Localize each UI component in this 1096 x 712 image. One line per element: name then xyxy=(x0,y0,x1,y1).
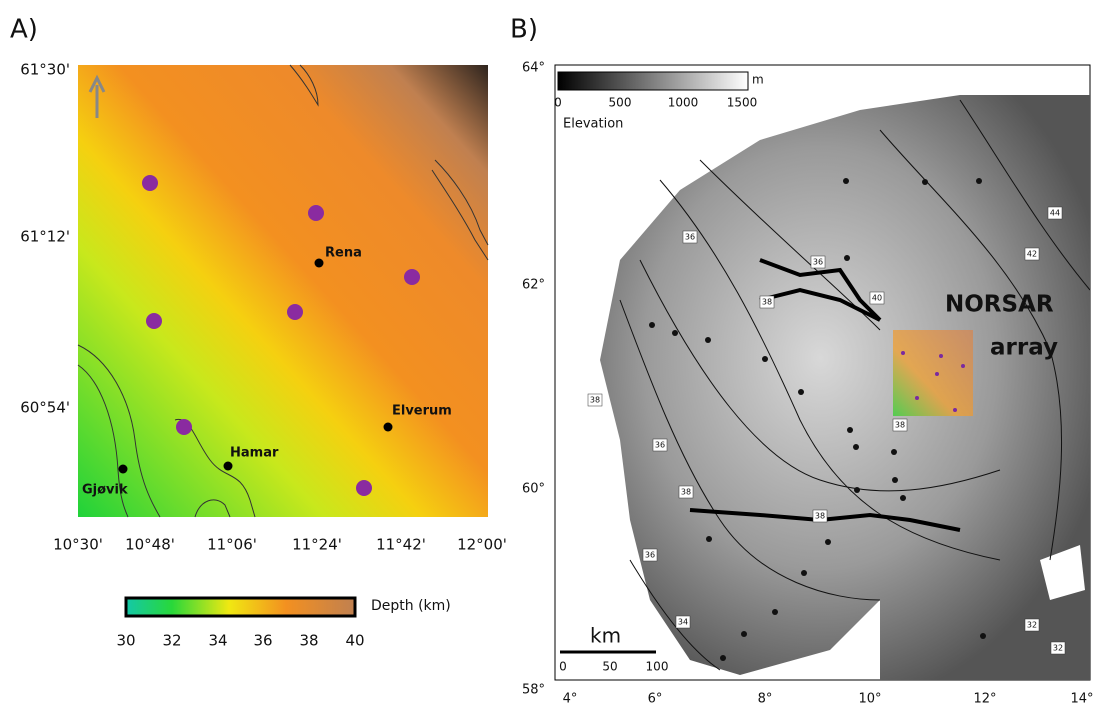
colorbar-tick-label: 34 xyxy=(208,632,227,650)
elevation-tick-label: 1500 xyxy=(727,96,758,110)
x-tick-label: 4° xyxy=(563,692,578,707)
contour-label: 36 xyxy=(813,258,823,267)
colorbar-tick-label: 38 xyxy=(299,632,318,650)
y-tick-label: 60° xyxy=(522,482,545,497)
y-tick-label: 60°54' xyxy=(20,399,70,417)
place-label: Elverum xyxy=(392,404,452,419)
elevation-label: Elevation xyxy=(563,117,623,132)
y-tick-label: 58° xyxy=(522,683,545,698)
annotation: array xyxy=(990,335,1058,361)
contour-label: 44 xyxy=(1050,209,1060,218)
x-tick-label: 6° xyxy=(648,692,663,707)
contour-label: 36 xyxy=(655,441,665,450)
x-tick-label: 10° xyxy=(858,692,881,707)
x-tick-label: 14° xyxy=(1070,692,1093,707)
contour-label: 34 xyxy=(678,618,688,627)
elevation-tick-label: 0 xyxy=(554,96,562,110)
contour-label: 38 xyxy=(895,421,905,430)
x-tick-label: 12° xyxy=(973,692,996,707)
x-tick-label: 12°00' xyxy=(457,536,507,554)
panel-label: A) xyxy=(10,15,38,45)
scale-tick-label: 50 xyxy=(602,660,617,674)
place-label: Rena xyxy=(325,246,362,261)
place-marker xyxy=(384,423,393,432)
contour-label: 38 xyxy=(815,512,825,521)
contour-label: 42 xyxy=(1027,250,1037,259)
contour-label: 38 xyxy=(590,396,600,405)
scale-tick-label: 100 xyxy=(646,660,669,674)
place-marker xyxy=(315,259,324,268)
contour-label: 36 xyxy=(685,233,695,242)
colorbar-tick-label: 32 xyxy=(162,632,181,650)
contour-label: 32 xyxy=(1053,644,1063,653)
x-tick-label: 10°30' xyxy=(53,536,103,554)
colorbar xyxy=(126,598,355,616)
panel-label: B) xyxy=(510,15,538,45)
y-tick-label: 64° xyxy=(522,61,545,76)
depth-map xyxy=(78,65,488,517)
x-tick-label: 10°48' xyxy=(125,536,175,554)
elevation-unit: m xyxy=(752,73,764,87)
place-marker xyxy=(119,465,128,474)
figure: A) B) 61°30' 61°12' 60°54' 10°30' 10°48' 11°06'… xyxy=(0,0,1096,708)
contour-label: 38 xyxy=(762,298,772,307)
y-tick-label: 62° xyxy=(522,278,545,293)
norsar-region xyxy=(893,330,973,416)
y-tick-label: 61°12' xyxy=(20,228,70,246)
elevation-bar xyxy=(558,72,748,90)
colorbar-tick-label: 36 xyxy=(253,632,272,650)
contour-label: 32 xyxy=(1027,621,1037,630)
place-marker xyxy=(224,462,233,471)
x-tick-label: 11°24' xyxy=(292,536,342,554)
contour-label: 40 xyxy=(872,294,882,303)
x-tick-label: 11°42' xyxy=(376,536,426,554)
place-label: Hamar xyxy=(230,446,279,461)
elevation-tick-label: 500 xyxy=(609,96,632,110)
place-label: Gjøvik xyxy=(82,483,128,498)
colorbar-tick-label: 30 xyxy=(116,632,135,650)
x-tick-label: 11°06' xyxy=(207,536,257,554)
colorbar-tick-label: 40 xyxy=(345,632,364,650)
x-tick-label: 8° xyxy=(758,692,773,707)
scale-unit: km xyxy=(590,624,621,648)
scale-tick-label: 0 xyxy=(559,660,567,674)
contour-label: 38 xyxy=(681,488,691,497)
colorbar-label: Depth (km) xyxy=(371,598,451,614)
contour-label: 36 xyxy=(645,551,655,560)
annotation: NORSAR xyxy=(945,292,1054,318)
elevation-tick-label: 1000 xyxy=(668,96,699,110)
y-tick-label: 61°30' xyxy=(20,61,70,79)
